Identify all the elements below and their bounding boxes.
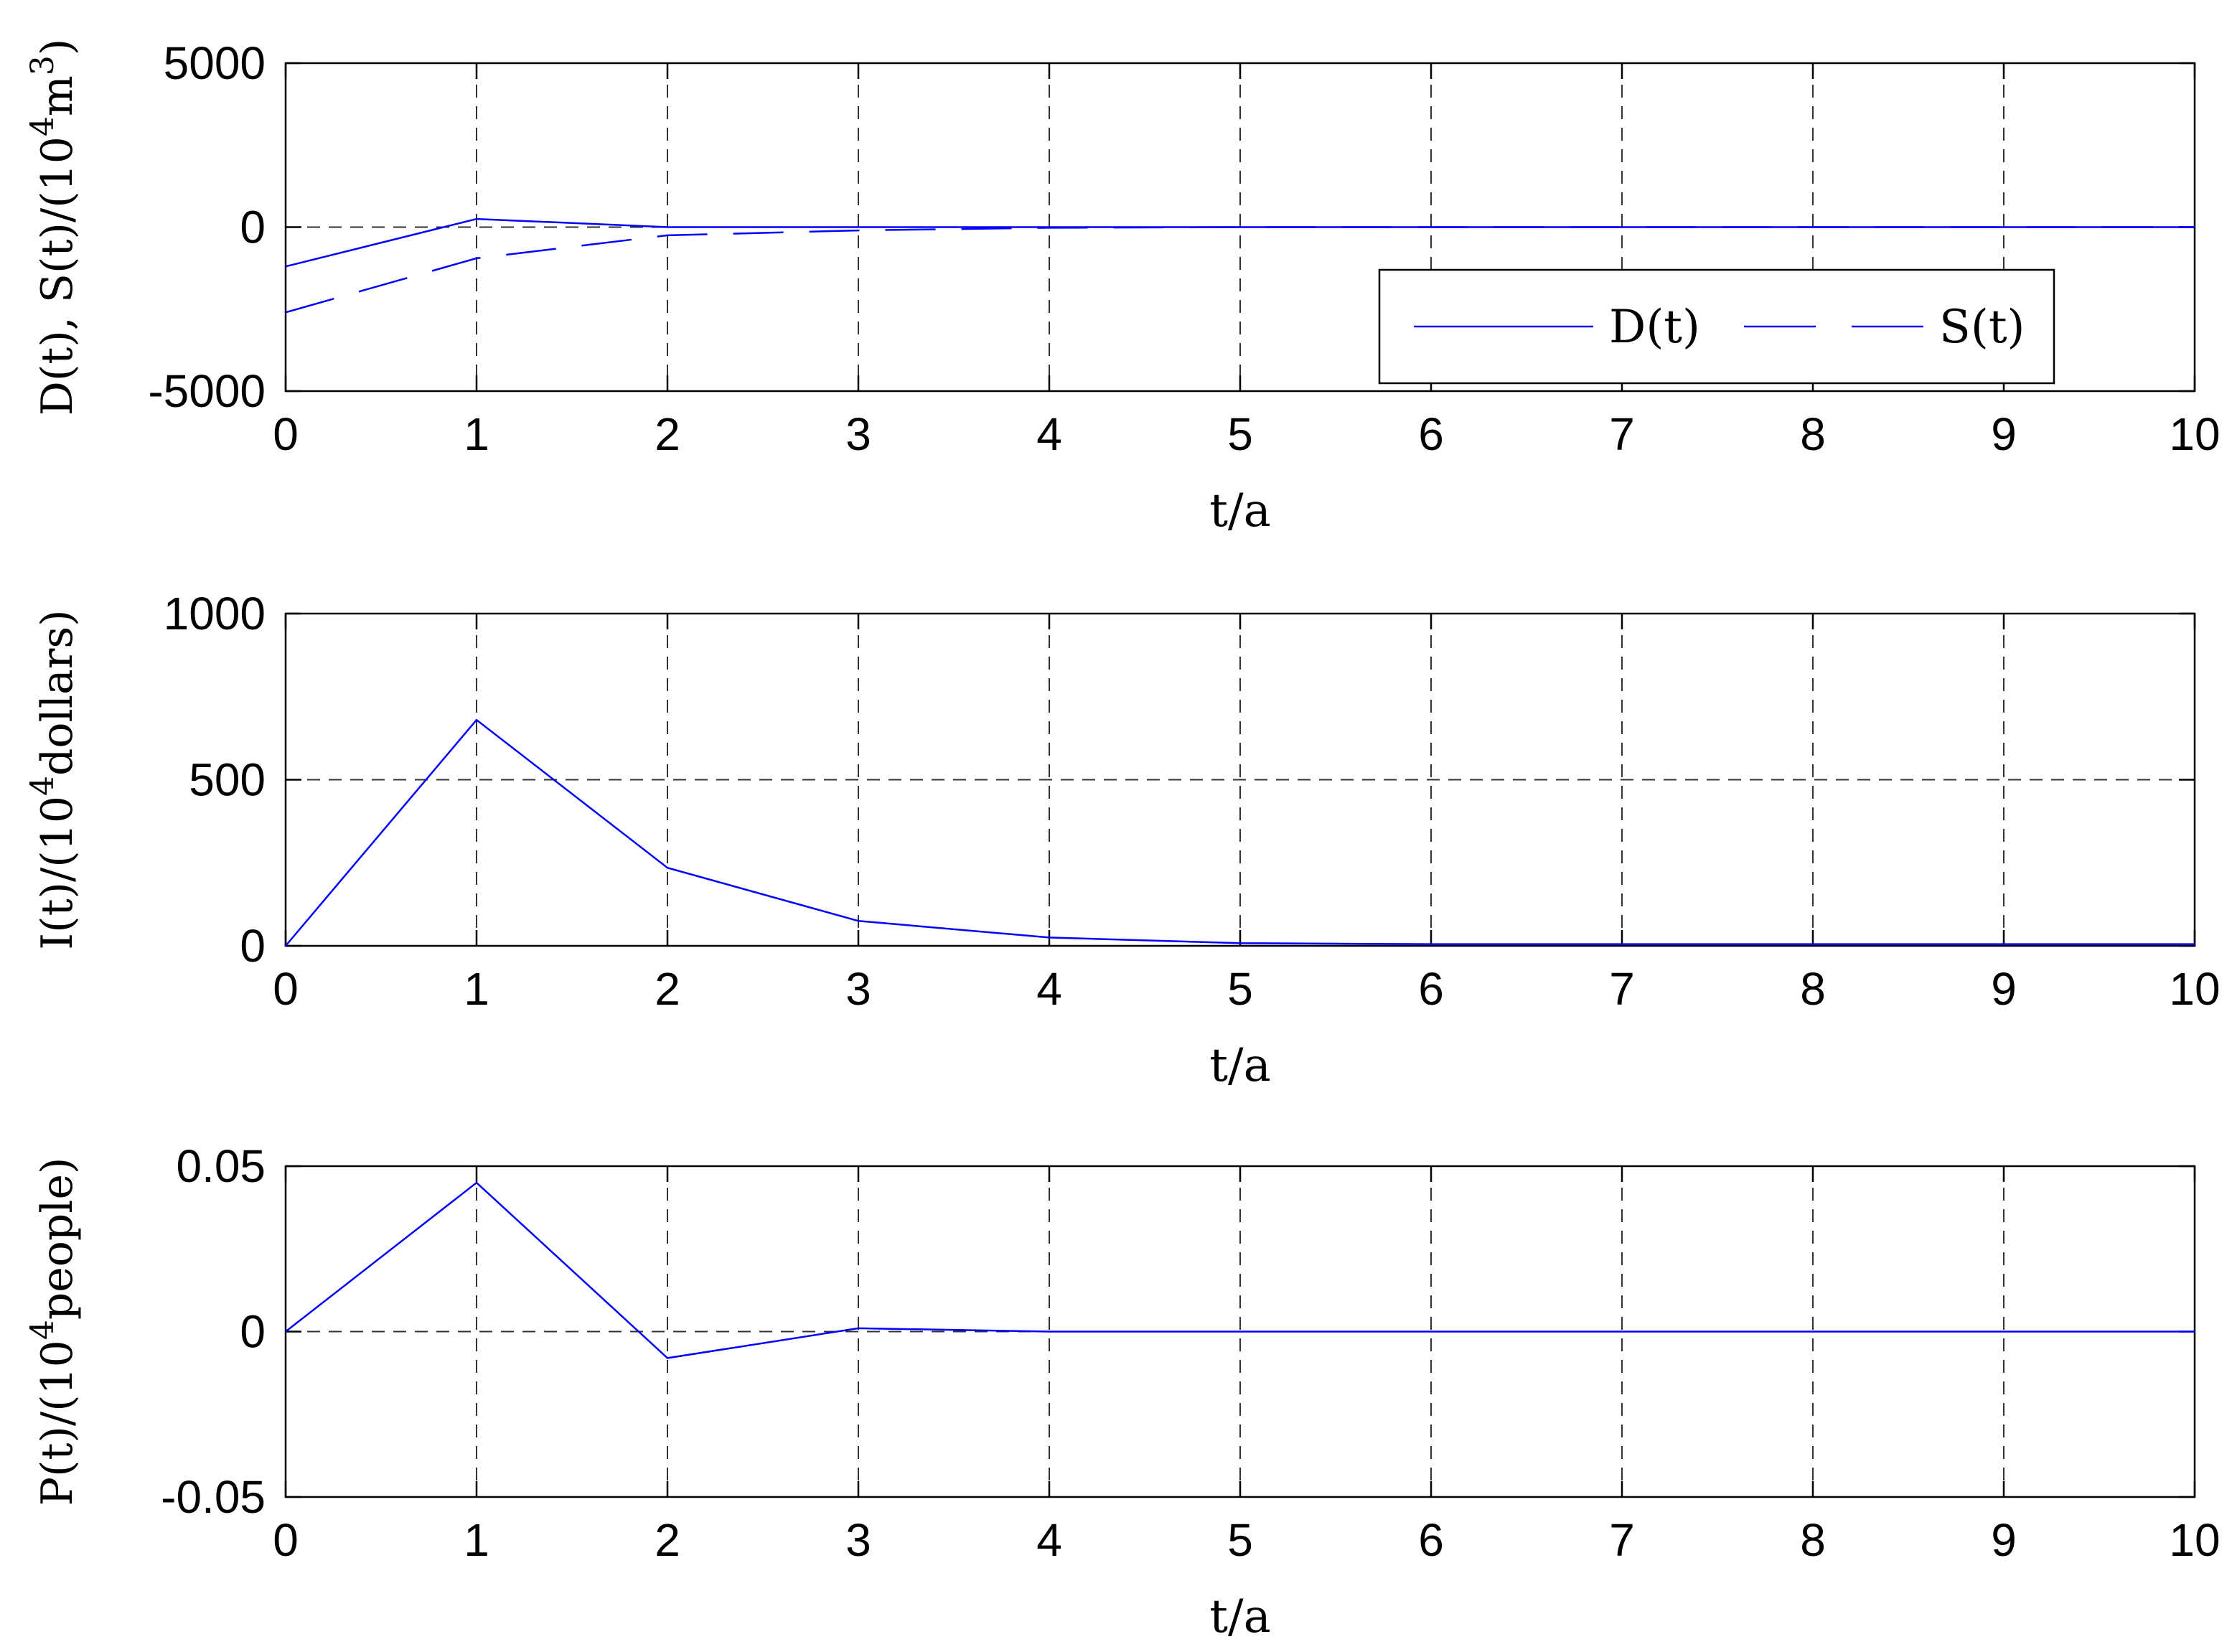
y-tick-label: 0 — [240, 920, 266, 972]
x-tick-label: 1 — [464, 1514, 489, 1566]
x-tick-label: 0 — [273, 408, 299, 460]
x-tick-label: 9 — [1991, 1514, 2017, 1566]
x-tick-label: 6 — [1418, 1514, 1444, 1566]
x-tick-label: 7 — [1609, 963, 1635, 1015]
x-tick-label: 0 — [273, 1514, 299, 1566]
x-tick-label: 5 — [1227, 1514, 1253, 1566]
panel-2: 0 1 2 3 4 5 6 7 8 9 10 1000 500 0 t/a I(t)/(104dollars) — [24, 588, 2221, 1092]
y-axis-label: P(t)/(104people) — [24, 1158, 83, 1506]
x-tick-label: 9 — [1991, 408, 2017, 460]
legend: D(t) S(t) — [1378, 268, 2055, 385]
x-tick-label: 4 — [1036, 1514, 1062, 1566]
series-line-panel2 — [285, 718, 2195, 947]
x-tick-label: 3 — [845, 408, 871, 460]
x-tick-label: 3 — [845, 963, 871, 1015]
x-tick-label: 10 — [2169, 408, 2220, 460]
series-line-panel3 — [285, 1181, 2195, 1359]
x-tick-label: 8 — [1800, 1514, 1826, 1566]
x-tick-label: 9 — [1991, 963, 2017, 1015]
x-tick-label: 2 — [655, 963, 680, 1015]
x-axis-label: t/a — [1209, 484, 1270, 538]
y-tick-label: 500 — [189, 754, 266, 806]
x-tick-label: 0 — [273, 963, 299, 1015]
x-tick-label: 6 — [1418, 963, 1444, 1015]
x-tick-label: 7 — [1609, 1514, 1635, 1566]
x-tick-label: 8 — [1800, 963, 1826, 1015]
x-tick-label: 10 — [2169, 963, 2220, 1015]
x-tick-label: 4 — [1036, 963, 1062, 1015]
x-tick-label: 5 — [1227, 408, 1253, 460]
x-tick-label: 2 — [655, 408, 680, 460]
y-tick-label: -0.05 — [161, 1471, 266, 1523]
x-tick-label: 3 — [845, 1514, 871, 1566]
legend-label: S(t) — [1939, 301, 2025, 354]
x-axis-label: t/a — [1209, 1590, 1270, 1643]
legend-label: D(t) — [1609, 301, 1700, 354]
y-tick-label: 0 — [240, 202, 266, 253]
x-tick-label: 10 — [2169, 1514, 2220, 1566]
y-tick-label: 0 — [240, 1306, 266, 1358]
y-tick-label: -5000 — [148, 365, 266, 417]
x-tick-label: 5 — [1227, 963, 1253, 1015]
y-tick-label: 5000 — [164, 37, 266, 89]
x-tick-label: 8 — [1800, 408, 1826, 460]
y-tick-label: 0.05 — [176, 1140, 266, 1192]
x-tick-label: 4 — [1036, 408, 1062, 460]
x-tick-label: 1 — [464, 408, 489, 460]
x-tick-label: 1 — [464, 963, 489, 1015]
y-tick-label: 1000 — [164, 588, 266, 639]
series-line-st — [285, 226, 2195, 314]
x-tick-label: 7 — [1609, 408, 1635, 460]
x-tick-label: 6 — [1418, 408, 1444, 460]
panel-3: 0 1 2 3 4 5 6 7 8 9 100.050-0.05t/aP(t)/(104people… — [24, 1140, 2221, 1643]
y-axis-label: I(t)/(104dollars) — [24, 609, 83, 949]
x-axis-label: t/a — [1209, 1039, 1270, 1092]
x-tick-label: 2 — [655, 1514, 680, 1566]
y-axis-label: D(t), S(t)/(104m3) — [24, 39, 83, 416]
